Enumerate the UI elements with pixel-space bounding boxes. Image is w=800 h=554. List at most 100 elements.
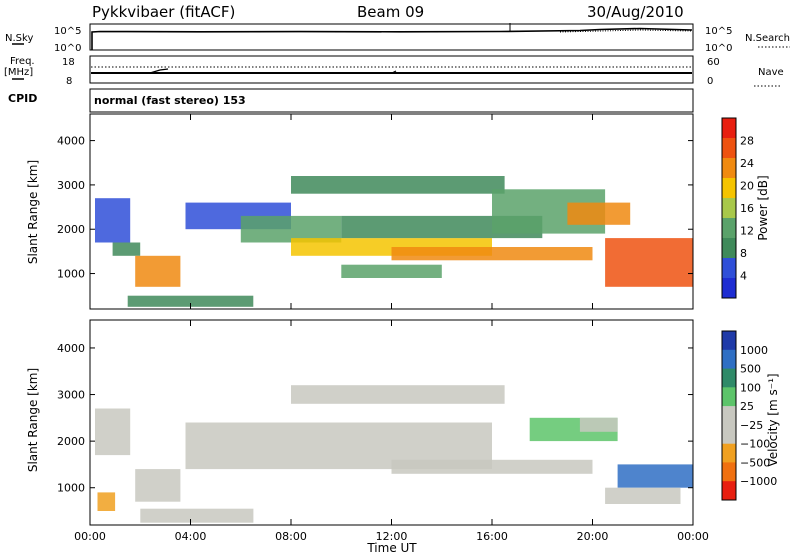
velocity-region [617,464,693,488]
power-ylabel: Slant Range [km] [26,160,40,264]
velocity-region [140,508,254,523]
y-tick-label: 1000 [57,482,85,495]
power-region [240,215,342,243]
colorbar-frame [721,330,737,501]
nave-label: Nave [758,67,784,78]
x-tick-label: 04:00 [175,530,207,543]
colorbar-swatch [722,406,736,426]
colorbar-swatch [722,178,736,199]
colorbar-tick-label: 100 [740,381,761,394]
power-y-axis: 4000 3000 2000 1000 [57,135,693,281]
power-region [127,295,254,307]
velocity-region [97,492,116,511]
colorbar-swatch [722,481,736,501]
y-tick-label: 2000 [57,223,85,236]
y-tick-label: 2000 [57,435,85,448]
y-tick-label: 3000 [57,179,85,192]
colorbar-tick-label: 16 [740,202,754,215]
power-region [291,176,505,194]
colorbar-swatch [722,118,736,139]
power-region [341,264,442,278]
power-colorbar-label: Power [dB] [756,175,770,240]
nave-tick-bottom: 0 [707,76,713,87]
x-tick-label: 16:00 [476,530,508,543]
colorbar-swatch [722,387,736,407]
velocity-colorbar: 1000 500 100 25 −25 −100 −500 −1000 [721,330,777,501]
nsky-tick-bottom: 10^0 [54,43,81,54]
time-axis: 00:00 04:00 08:00 12:00 16:00 20:00 00:00 [74,114,709,543]
freq-unit: [MHz] [4,67,33,78]
colorbar-tick-label: 24 [740,157,754,170]
colorbar-tick-label: 20 [740,180,754,193]
nsky-trace [91,27,693,50]
colorbar-swatch [722,238,736,259]
x-tick-label: 00:00 [74,530,106,543]
station-title: Pykkvibaer (fitACF) [92,3,235,21]
velocity-region [95,408,131,456]
velocity-ylabel: Slant Range [km] [26,368,40,472]
colorbar-swatch [722,368,736,388]
nsky-label: N.Sky [5,33,33,44]
freq-label: Freq. [10,56,35,67]
cpid-label: CPID [8,92,37,105]
velocity-region [291,385,505,404]
freq-panel [89,55,694,84]
colorbar-swatch [722,349,736,370]
nsearch-tick-bottom: 10^0 [705,43,732,54]
nsearch-label: N.Search [745,33,790,44]
nsky-panel [89,23,694,51]
colorbar-tick-label: 4 [740,270,747,283]
velocity-region [605,487,681,504]
colorbar-swatch [722,158,736,179]
nave-tick-top: 60 [707,57,720,68]
time-axis-label: Time UT [366,541,417,554]
colorbar-tick-label: 25 [740,400,754,413]
x-tick-label: 08:00 [275,530,307,543]
power-plot: 4000 3000 2000 1000 Slant Range [km] 28 24 20… [26,113,770,310]
nsearch-trace [559,29,693,33]
colorbar-tick-label: −100 [740,438,770,451]
power-region [391,247,593,261]
y-tick-label: 4000 [57,135,85,148]
nsearch-tick-top: 10^5 [705,26,732,37]
velocity-colorbar-label: Velocity [m s⁻¹] [766,373,780,466]
colorbar-tick-label: 1000 [740,344,768,357]
velocity-y-axis: 4000 3000 2000 1000 [57,342,693,495]
power-region [112,242,141,256]
velocity-data-layer [95,385,693,523]
freq-tick-bottom: 8 [66,76,72,87]
colorbar-tick-label: 8 [740,247,747,260]
colorbar-tick-label: 28 [740,135,754,148]
colorbar-swatch [722,462,736,482]
power-region [605,238,693,287]
colorbar-frame [721,117,737,299]
y-tick-label: 1000 [57,268,85,281]
colorbar-swatch [722,258,736,279]
y-tick-label: 3000 [57,389,85,402]
power-region [567,202,631,225]
velocity-region [391,459,593,474]
velocity-region [135,469,181,502]
colorbar-swatch [722,198,736,219]
colorbar-tick-label: 500 [740,363,761,376]
colorbar-tick-label: −25 [740,419,763,432]
x-tick-label: 12:00 [376,530,408,543]
date-title: 30/Aug/2010 [587,3,684,21]
nsky-tick-top: 10^5 [54,26,81,37]
x-tick-label: 00:00 [677,530,709,543]
colorbar-swatch [722,138,736,159]
colorbar-tick-label: 12 [740,225,754,238]
colorbar-tick-label: −1000 [740,475,777,488]
cpid-value: normal (fast stereo) 153 [94,94,246,107]
colorbar-swatch [722,218,736,239]
power-colorbar: 28 24 20 16 12 8 4 [721,117,754,299]
cpid-panel [89,88,694,113]
power-region [135,255,181,287]
colorbar-tick-label: −500 [740,456,770,469]
beam-title: Beam 09 [357,3,424,21]
colorbar-swatch [722,331,736,351]
y-tick-label: 4000 [57,342,85,355]
power-region [95,198,131,243]
x-tick-label: 20:00 [577,530,609,543]
